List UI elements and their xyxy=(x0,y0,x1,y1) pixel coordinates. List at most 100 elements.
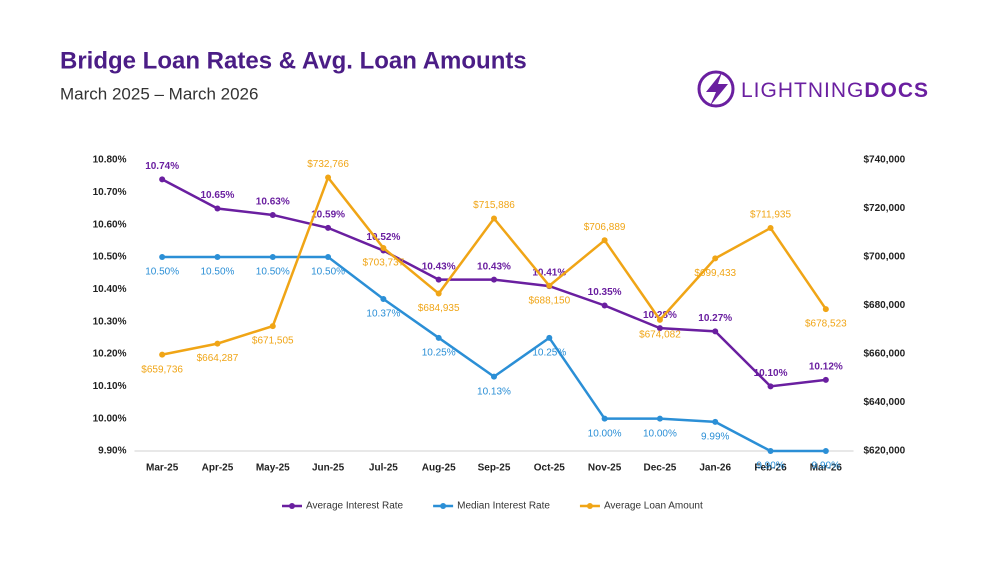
legend-marker xyxy=(586,503,593,509)
legend-label: Average Loan Amount xyxy=(604,501,703,512)
data-label: $674,082 xyxy=(639,329,681,340)
data-label: 10.10% xyxy=(754,368,788,379)
data-point xyxy=(822,448,829,454)
data-point xyxy=(767,383,774,390)
data-label: 10.41% xyxy=(532,268,566,279)
x-tick-label: Jun-25 xyxy=(312,463,345,474)
data-label: 10.00% xyxy=(643,428,677,439)
data-point xyxy=(435,334,442,341)
x-tick-label: Jul-25 xyxy=(369,463,398,474)
data-point xyxy=(656,415,663,422)
data-point xyxy=(159,351,166,358)
chart-subtitle: March 2025 – March 2026 xyxy=(60,84,258,103)
data-point xyxy=(380,244,387,251)
data-point xyxy=(656,325,663,332)
x-tick-label: Aug-25 xyxy=(422,463,456,474)
y-tick-label: 10.70% xyxy=(93,187,127,198)
data-label: $711,935 xyxy=(750,210,791,221)
data-label: 10.27% xyxy=(698,313,732,324)
data-label: 10.63% xyxy=(256,197,290,208)
data-point xyxy=(767,448,774,454)
logo-light: LIGHTNING xyxy=(741,79,864,102)
y-tick-label: 10.40% xyxy=(93,284,127,295)
data-point xyxy=(822,306,829,313)
data-point xyxy=(546,334,553,341)
legend-marker xyxy=(440,503,447,509)
data-label: $699,433 xyxy=(694,268,736,279)
logo-text: LIGHTNINGDOCS xyxy=(741,79,929,102)
data-label: 10.43% xyxy=(422,261,456,272)
logo-bold: DOCS xyxy=(864,79,929,102)
data-point xyxy=(601,415,608,422)
data-point xyxy=(214,254,221,260)
data-point xyxy=(435,276,442,283)
x-tick-label: Nov-25 xyxy=(588,463,622,474)
data-point xyxy=(159,176,166,183)
data-label: $678,523 xyxy=(805,319,847,330)
y2-tick-label: $720,000 xyxy=(864,203,906,214)
data-label: 9.90% xyxy=(812,461,840,472)
data-point xyxy=(269,323,276,330)
data-point xyxy=(269,211,276,218)
data-label: 10.43% xyxy=(477,261,511,272)
logo: LIGHTNINGDOCS xyxy=(697,70,929,108)
data-label: 10.25% xyxy=(422,347,456,358)
data-label: 10.12% xyxy=(809,362,843,373)
data-label: 10.35% xyxy=(588,287,622,298)
data-label: $715,886 xyxy=(473,200,515,211)
data-point xyxy=(712,328,719,335)
data-point xyxy=(435,290,442,297)
data-label: 9.99% xyxy=(701,432,729,443)
data-label: $703,737 xyxy=(363,258,405,269)
data-label: 10.50% xyxy=(201,267,235,278)
data-point xyxy=(601,237,608,244)
data-label: 10.13% xyxy=(477,386,511,397)
legend-marker xyxy=(289,503,295,509)
logo-bolt xyxy=(706,72,728,106)
data-label: 10.52% xyxy=(366,232,400,243)
y-tick-label: 10.30% xyxy=(93,316,127,327)
series-line xyxy=(162,255,826,453)
data-point xyxy=(214,340,221,347)
y-tick-label: 10.00% xyxy=(93,413,127,424)
x-tick-label: Dec-25 xyxy=(644,463,677,474)
x-tick-label: Oct-25 xyxy=(534,463,566,474)
data-point xyxy=(712,418,719,425)
data-label: 10.50% xyxy=(256,267,290,278)
y2-tick-label: $740,000 xyxy=(864,155,906,166)
x-tick-label: Mar-25 xyxy=(146,463,179,474)
data-point xyxy=(656,316,663,323)
y-tick-label: 10.60% xyxy=(93,219,127,230)
data-point xyxy=(767,225,774,232)
data-point xyxy=(712,255,719,262)
data-point xyxy=(380,296,387,303)
data-point xyxy=(325,224,332,231)
data-label: $732,766 xyxy=(307,159,349,170)
data-label: 10.74% xyxy=(145,161,179,172)
data-label: 10.37% xyxy=(366,309,400,320)
data-point xyxy=(269,254,276,260)
data-label: $671,505 xyxy=(252,336,294,347)
data-label: 9.90% xyxy=(756,461,784,472)
data-point xyxy=(491,215,497,222)
y2-tick-label: $660,000 xyxy=(864,349,906,360)
logo-ring xyxy=(697,70,735,108)
data-label: $706,889 xyxy=(584,222,626,233)
data-label: $664,287 xyxy=(197,353,239,364)
x-tick-label: Mar-26 xyxy=(810,463,843,474)
x-tick-label: Jan-26 xyxy=(699,463,731,474)
data-label: $659,736 xyxy=(141,364,183,375)
y2-tick-label: $640,000 xyxy=(864,397,906,408)
data-label: $684,935 xyxy=(418,303,460,314)
data-point xyxy=(214,205,221,212)
data-point xyxy=(601,302,608,309)
y2-tick-label: $620,000 xyxy=(864,446,906,457)
y-tick-label: 10.50% xyxy=(93,252,127,263)
data-point xyxy=(325,174,332,181)
legend-label: Median Interest Rate xyxy=(457,501,550,512)
data-label: 10.50% xyxy=(145,267,179,278)
x-tick-label: Apr-25 xyxy=(202,463,234,474)
data-label: 10.25% xyxy=(532,347,566,358)
y-tick-label: 10.20% xyxy=(93,349,127,360)
